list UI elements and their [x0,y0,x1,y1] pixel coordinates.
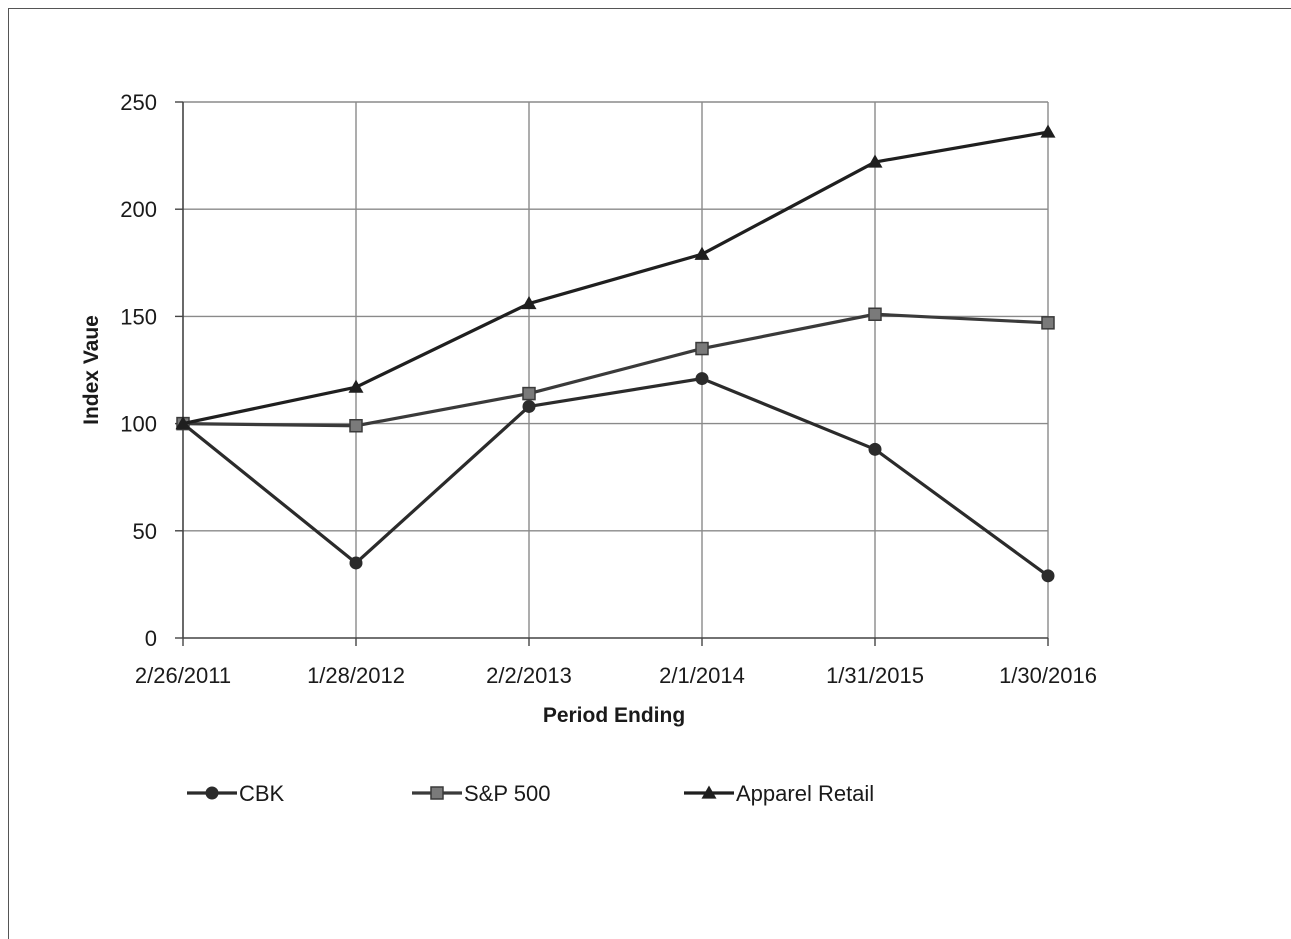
axes [175,101,1049,646]
grid-lines [183,101,1049,638]
series-s-p-500 [176,307,1055,433]
data-point-cbk [868,442,882,456]
y-tick-label: 200 [120,197,157,222]
y-tick-label: 250 [120,90,157,115]
legend-item-s-p-500: S&P 500 [412,781,550,806]
y-axis-title: Index Vaue [80,315,103,425]
legend-marker [430,786,444,800]
series-line-apparel-retail [182,130,1049,426]
x-tick-label: 2/1/2014 [659,663,745,688]
data-point-s-p-500 [349,418,363,433]
legend-item-apparel-retail: Apparel Retail [684,781,874,806]
data-point-apparel-retail [348,379,364,393]
series-line-s-p-500 [182,312,1049,428]
series-lines [175,124,1056,583]
legend-label: Apparel Retail [736,781,874,806]
series-apparel-retail [175,124,1056,430]
data-point-apparel-retail [867,154,883,168]
data-point-cbk [695,372,709,386]
data-point-apparel-retail [175,416,191,430]
x-tick-label: 2/2/2013 [486,663,572,688]
y-tick-label: 50 [133,519,157,544]
series-line-cbk [181,376,1049,578]
legend-marker [701,785,717,799]
data-point-cbk [1041,569,1055,583]
y-tick-label: 0 [145,626,157,651]
data-point-s-p-500 [695,341,709,356]
legend: CBK S&P 500 Apparel Retail [187,781,874,806]
data-point-apparel-retail [694,246,710,260]
x-tick-label: 1/30/2016 [999,663,1097,688]
data-point-cbk [522,399,536,413]
data-point-cbk [349,556,363,570]
y-tick-label: 100 [120,412,157,437]
series-cbk [176,372,1055,583]
data-point-s-p-500 [868,307,882,322]
legend-label: CBK [239,781,285,806]
x-tick-label: 1/31/2015 [826,663,924,688]
data-point-s-p-500 [1041,316,1055,330]
data-point-apparel-retail [521,296,537,310]
x-tick-label: 2/26/2011 [135,663,231,688]
y-tick-labels: 0 50 100 150 200 250 [120,90,157,651]
legend-label: S&P 500 [464,781,550,806]
chart-frame [8,8,1291,939]
data-point-apparel-retail [1040,124,1056,138]
legend-item-cbk: CBK [187,781,285,806]
y-tick-label: 150 [120,304,157,329]
legend-marker [205,786,219,800]
data-point-s-p-500 [522,386,536,401]
x-axis-title: Period Ending [543,704,685,727]
x-tick-labels: 2/26/2011 1/28/2012 2/2/2013 2/1/2014 1/31/2… [135,663,1097,688]
x-tick-label: 1/28/2012 [307,663,405,688]
